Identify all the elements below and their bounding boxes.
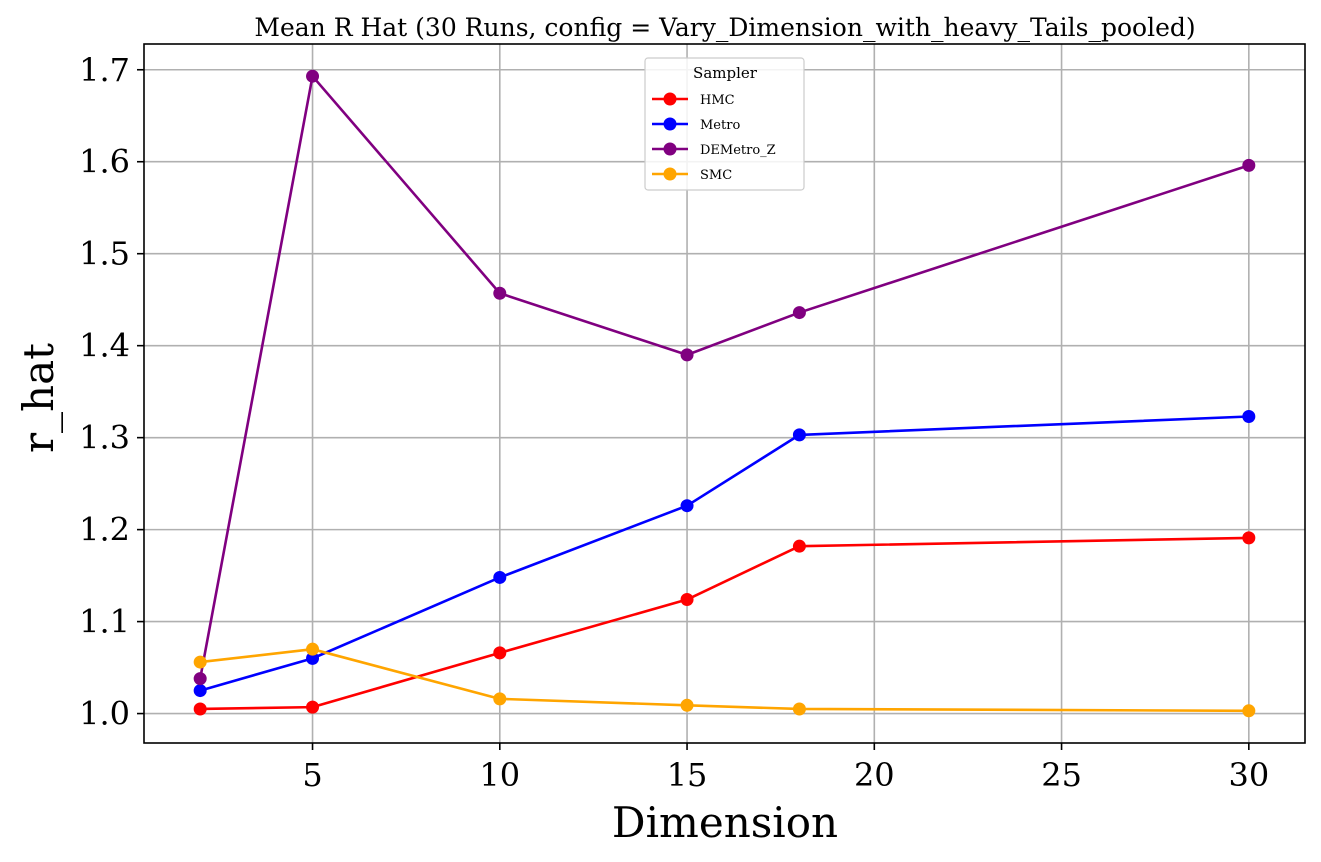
legend-label: DEMetro_Z bbox=[700, 143, 776, 158]
y-tick-label: 1.6 bbox=[79, 143, 130, 181]
legend-item-metro: Metro bbox=[652, 117, 740, 133]
data-point-hmc bbox=[493, 646, 507, 660]
data-point-smc bbox=[1242, 704, 1256, 718]
series-line-metro bbox=[199, 415, 1249, 692]
data-point-metro bbox=[193, 684, 207, 698]
x-tick-label: 30 bbox=[1228, 756, 1269, 794]
data-point-smc bbox=[193, 655, 207, 669]
legend-items: HMC Metro DEMetro_Z SMC bbox=[652, 92, 776, 183]
series-demetro-z bbox=[193, 69, 1256, 686]
legend-box bbox=[644, 57, 805, 191]
data-point-metro bbox=[792, 428, 806, 442]
x-tick-label: 5 bbox=[302, 756, 322, 794]
data-point-hmc bbox=[792, 539, 806, 553]
data-point-metro bbox=[1242, 409, 1256, 423]
series-metro bbox=[193, 409, 1256, 698]
series-line-demetro-z bbox=[198, 74, 1250, 679]
y-tick-label: 1.1 bbox=[79, 603, 130, 641]
legend-item-smc: SMC bbox=[652, 167, 732, 183]
data-point-smc bbox=[792, 702, 806, 716]
data-point-demetro-z bbox=[1242, 158, 1256, 172]
y-axis-label: r_hat bbox=[14, 343, 63, 453]
y-tick-label: 1.4 bbox=[79, 327, 130, 365]
series-smc bbox=[193, 642, 1256, 718]
data-point-hmc bbox=[193, 702, 207, 716]
series-line-hmc bbox=[200, 536, 1249, 711]
x-axis-ticks: 5 10 15 20 25 30 bbox=[302, 743, 1269, 794]
y-tick-label: 1.3 bbox=[79, 419, 130, 457]
data-point-demetro-z bbox=[792, 306, 806, 320]
data-point-metro bbox=[680, 499, 694, 513]
data-point-smc bbox=[680, 698, 694, 712]
x-tick-label: 20 bbox=[854, 756, 895, 794]
chart-title: Mean R Hat (30 Runs, config = Vary_Dimen… bbox=[254, 13, 1195, 42]
data-point-demetro-z bbox=[306, 69, 320, 83]
data-point-smc bbox=[306, 642, 320, 656]
x-axis-label: Dimension bbox=[612, 798, 838, 847]
legend-swatch-marker bbox=[663, 142, 677, 156]
data-point-demetro-z bbox=[493, 286, 507, 300]
data-point-hmc bbox=[306, 700, 320, 714]
legend-label: Metro bbox=[700, 118, 740, 133]
data-point-smc bbox=[493, 692, 507, 706]
data-point-demetro-z bbox=[680, 348, 694, 362]
data-point-metro bbox=[493, 570, 507, 584]
data-point-demetro-z bbox=[193, 672, 207, 686]
legend-label: HMC bbox=[700, 93, 735, 108]
data-point-hmc bbox=[1242, 531, 1256, 545]
y-tick-label: 1.0 bbox=[79, 695, 130, 733]
legend-item-demetro-z: DEMetro_Z bbox=[652, 142, 776, 158]
x-tick-label: 25 bbox=[1041, 756, 1082, 794]
legend-swatch-marker bbox=[663, 92, 677, 106]
legend: Sampler HMC Metro DEMetro_Z SMC bbox=[644, 57, 805, 191]
data-point-hmc bbox=[680, 593, 694, 607]
y-tick-label: 1.2 bbox=[79, 511, 130, 549]
legend-swatch-marker bbox=[663, 167, 677, 181]
series-group bbox=[193, 69, 1256, 718]
plot-frame bbox=[143, 43, 1306, 744]
legend-title: Sampler bbox=[693, 64, 758, 82]
legend-swatch-marker bbox=[663, 117, 677, 131]
y-tick-label: 1.5 bbox=[79, 235, 130, 273]
y-axis-ticks: 1.0 1.1 1.2 1.3 1.4 1.5 1.6 1.7 bbox=[79, 51, 144, 733]
legend-label: SMC bbox=[700, 168, 732, 183]
series-line-smc bbox=[200, 647, 1249, 713]
data-point-metro bbox=[306, 651, 320, 665]
legend-item-hmc: HMC bbox=[652, 92, 735, 108]
x-tick-label: 10 bbox=[479, 756, 520, 794]
y-tick-label: 1.7 bbox=[79, 51, 130, 89]
x-tick-label: 15 bbox=[667, 756, 708, 794]
series-hmc bbox=[193, 531, 1256, 716]
